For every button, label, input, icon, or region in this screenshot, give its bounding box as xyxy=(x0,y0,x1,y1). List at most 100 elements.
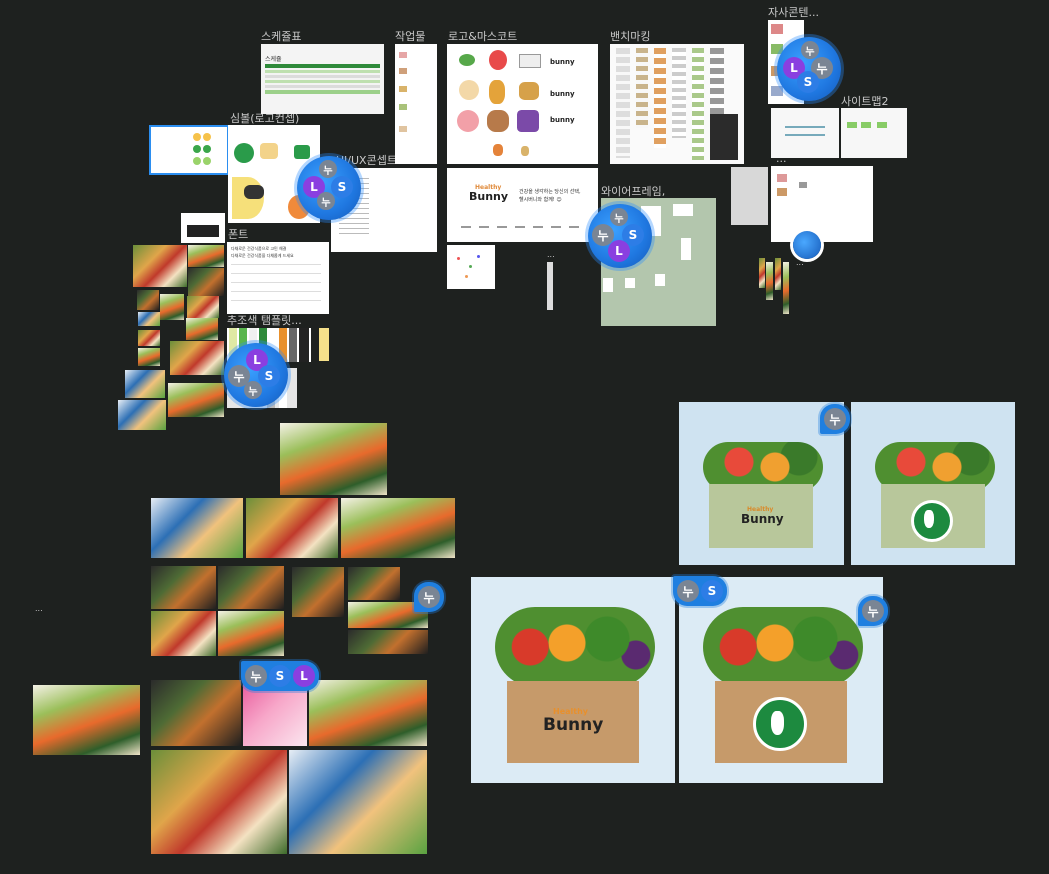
frame-label-color-template[interactable]: 추조색 탬플릿... xyxy=(227,314,302,327)
benchmark-frame[interactable] xyxy=(610,44,744,164)
logo-mascot-frame[interactable]: bunny bunny bunny xyxy=(447,44,598,164)
photo-boxes[interactable] xyxy=(292,567,344,617)
photo-salad[interactable] xyxy=(133,245,187,287)
mind-node xyxy=(477,255,480,258)
schedule-row xyxy=(265,70,380,73)
photo-strip[interactable] xyxy=(766,262,773,300)
mindmap-frame[interactable] xyxy=(447,245,495,289)
bear-mascot xyxy=(487,110,509,132)
photo-phone-veg[interactable] xyxy=(151,750,287,854)
collaborator-cluster[interactable]: 누 L 누 S xyxy=(777,37,841,101)
photo-fruit-crate[interactable] xyxy=(246,498,338,558)
frame-label-schedule[interactable]: 스케쥴표 xyxy=(261,30,302,43)
photo-bowl2[interactable] xyxy=(170,341,224,375)
photo-kitchen-table[interactable] xyxy=(33,685,140,755)
small-strip[interactable] xyxy=(547,262,553,310)
photo-market[interactable] xyxy=(168,383,224,417)
avatar-nu: 누 xyxy=(677,580,699,602)
cursor-nu[interactable]: 누 xyxy=(858,596,888,626)
frame-label-font[interactable]: 폰트 xyxy=(228,228,249,241)
sitemap2-frame[interactable] xyxy=(841,108,907,158)
frame-label-persona[interactable]: ... xyxy=(776,152,787,165)
frame-label-wireframe[interactable]: 와이어프레임, xyxy=(601,185,666,198)
photo-man[interactable] xyxy=(118,400,166,430)
avatar-s: S xyxy=(258,365,280,387)
persona-dots: ... xyxy=(796,258,804,267)
palette-swatch xyxy=(193,157,201,165)
box-brand-word: Bunny xyxy=(741,512,784,526)
photo-delivery-basket[interactable] xyxy=(151,498,243,558)
photo-dark-tray[interactable] xyxy=(348,630,428,654)
box-body xyxy=(507,681,639,763)
brand-wordmark: Bunny xyxy=(469,190,509,203)
photo-imperfect-box[interactable] xyxy=(243,680,307,746)
photo-food[interactable] xyxy=(138,330,160,346)
photo-trays[interactable] xyxy=(348,567,400,600)
photo-plate[interactable] xyxy=(187,296,219,318)
photo-delivery-man[interactable] xyxy=(289,750,427,854)
photo-box-fruit[interactable] xyxy=(309,680,427,746)
photo-salad2[interactable] xyxy=(138,348,160,366)
photo-strip[interactable] xyxy=(775,258,781,290)
persona-thumb xyxy=(777,174,787,182)
symbol-frame[interactable] xyxy=(228,125,320,223)
brand-concept-frame[interactable]: Healthy Bunny 건강을 생각하는 당신의 선택, 헬시버니와 함께!… xyxy=(447,168,598,242)
photo-table-veg[interactable] xyxy=(280,423,387,495)
avatar-nu: 누 xyxy=(801,41,819,59)
seal-bunny xyxy=(771,711,784,735)
frame-label-uxui-concept[interactable]: UI/UX콘셉트 xyxy=(336,154,397,167)
mockup-box-wordmark-green[interactable]: Healthy Bunny xyxy=(679,402,844,565)
frame-label-benchmark[interactable]: 밴치마킹 xyxy=(610,30,651,43)
photo-people[interactable] xyxy=(125,370,165,398)
photo-laptop-food[interactable] xyxy=(218,566,284,609)
work-frame[interactable] xyxy=(395,44,437,164)
palette-swatch xyxy=(203,133,211,141)
website-thumb[interactable] xyxy=(181,213,225,243)
persona-note[interactable] xyxy=(731,167,768,225)
frame-label-sitemap2[interactable]: 사이트맵2 xyxy=(841,95,889,108)
photo-strip[interactable] xyxy=(759,258,765,288)
collaborator-cluster[interactable]: L 누 S 누 xyxy=(224,343,288,407)
avatar-nu: 누 xyxy=(592,224,614,246)
small-mascot xyxy=(493,144,503,156)
avatar-nu: 누 xyxy=(244,381,262,399)
photo-strip[interactable] xyxy=(783,262,789,314)
frame-label-logo-mascot[interactable]: 로고&마스코트 xyxy=(448,30,518,43)
collaborator-cluster[interactable]: 누 L S 누 xyxy=(297,156,361,220)
photo-meal-prep[interactable] xyxy=(151,566,216,609)
photo-vegetables[interactable] xyxy=(188,245,224,267)
cursor-nu-s-l[interactable]: 누 S L xyxy=(241,661,319,691)
photo-plates[interactable] xyxy=(151,611,216,656)
cursor-nu[interactable]: 누 xyxy=(820,404,850,434)
cursor-nu[interactable]: 누 xyxy=(414,582,444,612)
frame-label-work[interactable]: 작업물 xyxy=(395,30,426,43)
cursor-nu-s[interactable]: 누 S xyxy=(673,576,727,606)
photo-bowls[interactable] xyxy=(188,268,224,296)
purple-logo xyxy=(517,110,539,132)
wireframe-screen xyxy=(655,274,665,286)
photo-cook[interactable] xyxy=(138,312,160,326)
photo-meal[interactable] xyxy=(137,290,159,310)
mockup-box-seal-green[interactable] xyxy=(851,402,1015,565)
mockup-box-seal-kraft[interactable] xyxy=(679,577,883,783)
avatar-l: L xyxy=(293,665,315,687)
photo-kitchen[interactable] xyxy=(218,611,284,656)
font-frame[interactable]: 다채로운 건강식품으로 고민 해결 다채로운 건강식품을 다채롭게 드세요 xyxy=(227,242,329,314)
schedule-frame[interactable]: 스케쥴 xyxy=(261,44,384,114)
color-palette-frame[interactable] xyxy=(149,125,229,175)
sitemap1-frame[interactable] xyxy=(771,108,839,158)
persona-frame[interactable] xyxy=(771,166,873,242)
photo-grocery-bag[interactable] xyxy=(341,498,455,558)
photo-meat[interactable] xyxy=(151,680,241,746)
collaborator-cluster-small[interactable] xyxy=(793,231,821,259)
mockup-box-wordmark-kraft[interactable]: Healthy Bunny xyxy=(471,577,675,783)
frame-label-symbol[interactable]: 심볼(로고컨셉) xyxy=(230,112,300,125)
frame-label-own-content[interactable]: 자사콘텐... xyxy=(768,6,819,19)
photo-dish[interactable] xyxy=(186,318,218,340)
wireframe-screen xyxy=(625,278,635,288)
collaborator-cluster[interactable]: 누 누 S L xyxy=(588,204,652,268)
color-swatch-yellow[interactable] xyxy=(319,328,329,361)
avatar-s: S xyxy=(331,176,353,198)
photo-bowl[interactable] xyxy=(160,294,184,320)
mind-node xyxy=(457,257,460,260)
